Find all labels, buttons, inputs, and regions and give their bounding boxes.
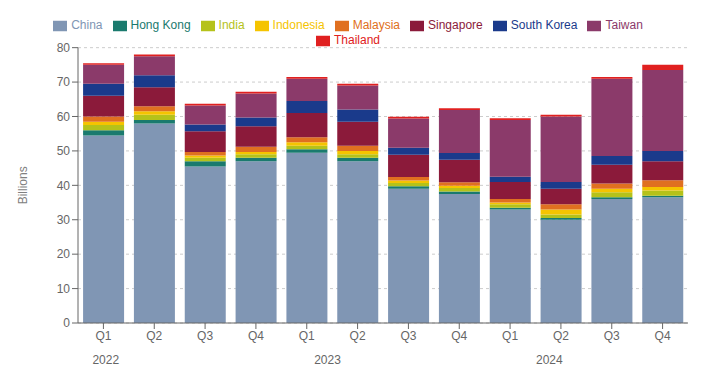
html-text:China: China [71,18,103,32]
svg-text:80: 80 [57,41,71,55]
svg-text:40: 40 [57,179,71,193]
svg-text:Q1: Q1 [95,329,111,343]
html-text:Hong Kong: Hong Kong [130,18,191,32]
svg-text:30: 30 [57,213,71,227]
svg-text:Q4: Q4 [248,329,264,343]
svg-text:20: 20 [57,247,71,261]
html-text:Thailand: Thailand [334,32,380,47]
svg-text:Q3: Q3 [400,329,416,343]
svg-text:10: 10 [57,282,71,296]
svg-text:Q3: Q3 [604,329,620,343]
html-text:Singapore: Singapore [428,18,483,32]
svg-text:Q3: Q3 [197,329,213,343]
svg-text:Q2: Q2 [146,329,162,343]
svg-text:70: 70 [57,75,71,89]
html-text:India: India [218,18,245,32]
svg-text:Q2: Q2 [553,329,569,343]
html-text:Indonesia: Indonesia [272,18,325,32]
html-text:Malaysia: Malaysia [352,18,400,32]
svg-text:2024: 2024 [536,353,563,367]
html-text:South Korea: South Korea [510,18,578,32]
svg-text:Q1: Q1 [502,329,518,343]
svg-text:2023: 2023 [314,353,341,367]
svg-text:Q4: Q4 [451,329,467,343]
svg-text:60: 60 [57,110,71,124]
svg-text:Q1: Q1 [299,329,315,343]
svg-text:Billions: Billions [16,166,30,204]
svg-text:Q2: Q2 [350,329,366,343]
svg-text:Q4: Q4 [655,329,671,343]
html-text:Taiwan: Taiwan [605,18,643,32]
svg-text:2022: 2022 [92,353,119,367]
svg-text:0: 0 [63,316,70,330]
svg-text:50: 50 [57,144,71,158]
